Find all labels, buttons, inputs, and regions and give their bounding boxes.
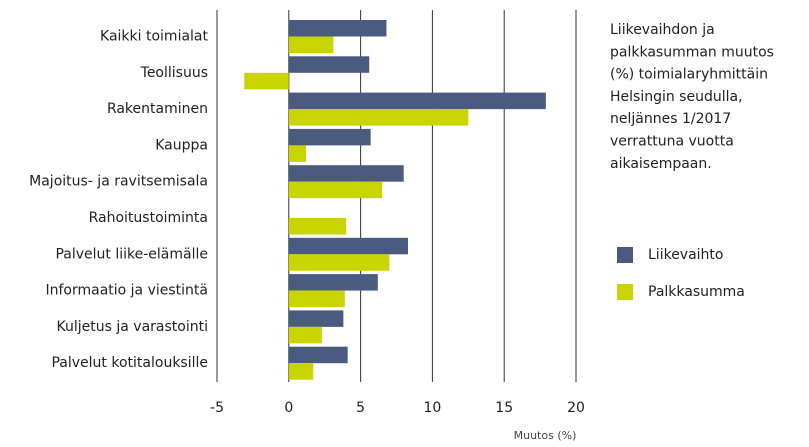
bar [288,237,408,255]
x-tick-label: 20 [567,400,585,416]
bar [288,326,322,344]
bar [288,181,383,199]
x-tick-label: -5 [210,400,224,416]
y-tick-label: Kauppa [155,137,208,153]
chart-title: verrattuna vuotta [610,134,734,150]
y-tick-label: Majoitus- ja ravitsemisala [29,174,208,190]
bar [288,346,348,364]
bar [288,290,345,308]
y-tick-label: Teollisuus [140,65,208,81]
y-tick-label: Kaikki toimialat [100,29,208,45]
chart-title: Helsingin seudulla, [610,89,743,105]
chart-title: aikaisempaan. [610,156,712,172]
x-tick-label: 5 [356,400,365,416]
x-tick-label: 15 [495,400,513,416]
x-tick-label: 10 [423,400,441,416]
legend-label: Liikevaihto [648,247,723,263]
bar [288,36,334,53]
legend-label: Palkkasumma [648,284,745,300]
bar [288,165,404,182]
bar [288,310,344,327]
y-tick-label: Palvelut liike-elämälle [55,246,208,262]
bar [288,254,390,271]
x-tick-label: 0 [284,400,293,416]
bar [288,128,371,146]
chart-title: palkkasumman muutos [610,44,774,60]
bar [288,56,370,73]
y-tick-label: Rakentaminen [107,101,208,117]
bar [244,72,289,90]
chart-title: neljännes 1/2017 [610,111,731,127]
chart-title: (%) toimialaryhmittäin [610,67,768,83]
bar [288,363,314,380]
bar [288,20,387,37]
bar [288,218,347,235]
bar [288,274,378,291]
chart-title: Liikevaihdon ja [610,22,715,38]
legend-swatch [617,284,633,300]
y-tick-label: Palvelut kotitalouksille [51,355,208,371]
y-tick-label: Rahoitustoiminta [89,210,208,226]
bar [288,92,546,110]
bar [288,145,307,162]
x-axis-label: Muutos (%) [514,429,577,442]
legend-swatch [617,247,633,263]
y-tick-label: Kuljetus ja varastointi [57,319,208,335]
y-tick-label: Informaatio ja viestintä [45,283,208,299]
bar [288,109,469,126]
